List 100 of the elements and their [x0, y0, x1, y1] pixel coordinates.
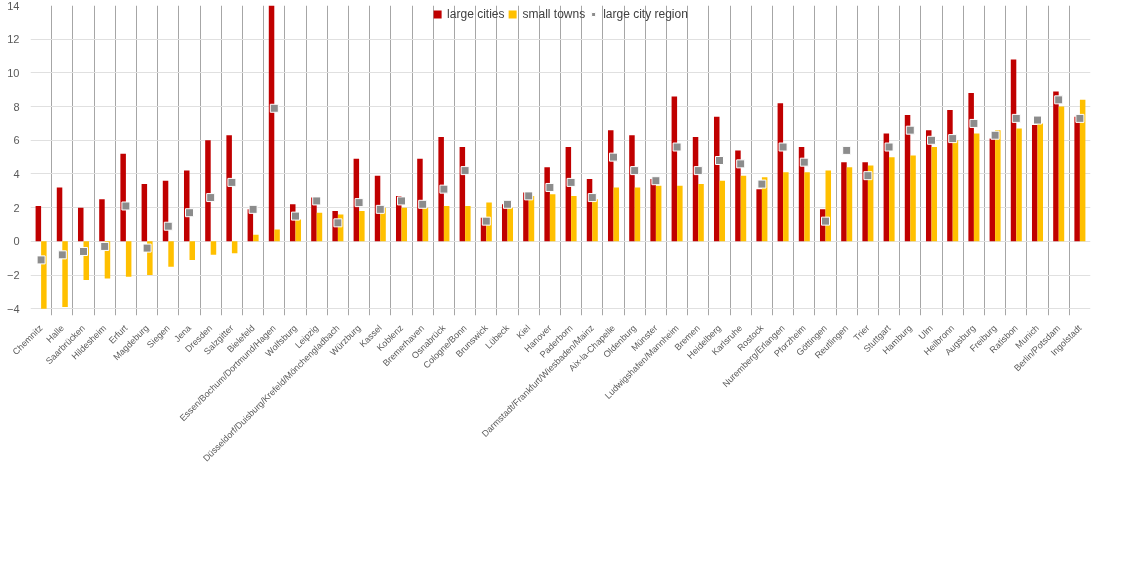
point	[291, 211, 300, 221]
bar	[1058, 106, 1065, 242]
point	[1054, 95, 1064, 105]
bar	[931, 147, 938, 242]
point	[79, 246, 88, 256]
bar	[719, 180, 726, 242]
bar	[274, 229, 280, 242]
bar	[231, 241, 238, 254]
point	[757, 179, 767, 189]
bar	[973, 133, 980, 242]
bar	[571, 195, 577, 242]
bar	[995, 130, 1001, 242]
bar	[968, 93, 974, 242]
point	[715, 156, 724, 165]
bar	[1053, 91, 1059, 242]
point	[927, 135, 936, 145]
bar	[438, 136, 444, 242]
bar	[740, 175, 747, 242]
bar	[99, 199, 105, 242]
y-tick-label: 0	[13, 235, 20, 248]
y-tick-label: 14	[7, 0, 20, 12]
bar	[359, 211, 365, 242]
point	[693, 166, 703, 176]
y-tick-label: −2	[6, 269, 20, 282]
bar	[607, 130, 614, 242]
point	[57, 250, 67, 260]
point	[354, 198, 364, 208]
point	[778, 142, 788, 152]
bar	[756, 189, 762, 242]
y-tick-label: 10	[7, 66, 20, 79]
bar	[56, 187, 63, 242]
point	[375, 204, 385, 214]
bar	[783, 172, 789, 242]
point	[206, 193, 216, 203]
point	[672, 142, 682, 152]
point	[142, 243, 152, 253]
bar	[841, 162, 847, 242]
bar	[735, 150, 741, 242]
legend-label: large city region	[603, 7, 688, 21]
bar	[677, 185, 683, 242]
point	[524, 191, 534, 201]
bar	[125, 241, 132, 277]
bar	[1031, 125, 1038, 242]
point	[651, 176, 661, 186]
bar	[35, 205, 42, 242]
point	[248, 204, 258, 214]
bar	[655, 185, 662, 242]
y-tick-label: 8	[13, 100, 20, 113]
point	[269, 103, 279, 113]
y-tick-label: 12	[7, 33, 20, 46]
bar	[1016, 128, 1022, 242]
point	[185, 208, 194, 218]
bar	[889, 157, 895, 242]
bar	[205, 140, 211, 242]
point	[821, 216, 830, 226]
point	[312, 196, 322, 206]
bar	[1074, 116, 1080, 242]
point	[163, 221, 173, 231]
point	[990, 130, 1000, 140]
bar	[141, 184, 148, 242]
point	[609, 152, 618, 162]
bar	[189, 241, 196, 260]
point	[948, 134, 958, 144]
legend-label: large cities	[447, 7, 505, 21]
bar	[465, 205, 471, 242]
bar	[613, 187, 620, 242]
point	[884, 142, 894, 152]
bar	[910, 155, 916, 242]
point	[100, 241, 110, 251]
legend-label: small towns	[522, 7, 586, 21]
bar	[549, 194, 556, 242]
point	[587, 193, 597, 203]
point	[397, 196, 406, 206]
point	[1011, 113, 1021, 123]
point	[1033, 115, 1042, 125]
bar	[1037, 123, 1044, 242]
bar	[846, 167, 853, 242]
point	[969, 118, 979, 128]
point	[566, 177, 576, 187]
bar	[226, 135, 232, 242]
point	[863, 171, 873, 181]
point	[799, 157, 809, 167]
point	[1075, 113, 1085, 123]
bar	[925, 130, 932, 242]
point	[121, 201, 131, 211]
bar	[77, 207, 84, 242]
bar	[634, 187, 641, 242]
bar	[713, 116, 720, 242]
point	[36, 255, 46, 265]
point	[630, 166, 640, 176]
point	[227, 177, 237, 187]
point	[439, 184, 449, 194]
bar	[168, 241, 174, 267]
point	[481, 216, 491, 226]
bar	[629, 135, 635, 242]
bar	[443, 205, 450, 242]
bar	[650, 179, 656, 242]
point	[503, 199, 512, 209]
point	[418, 199, 428, 209]
bar	[120, 153, 126, 242]
